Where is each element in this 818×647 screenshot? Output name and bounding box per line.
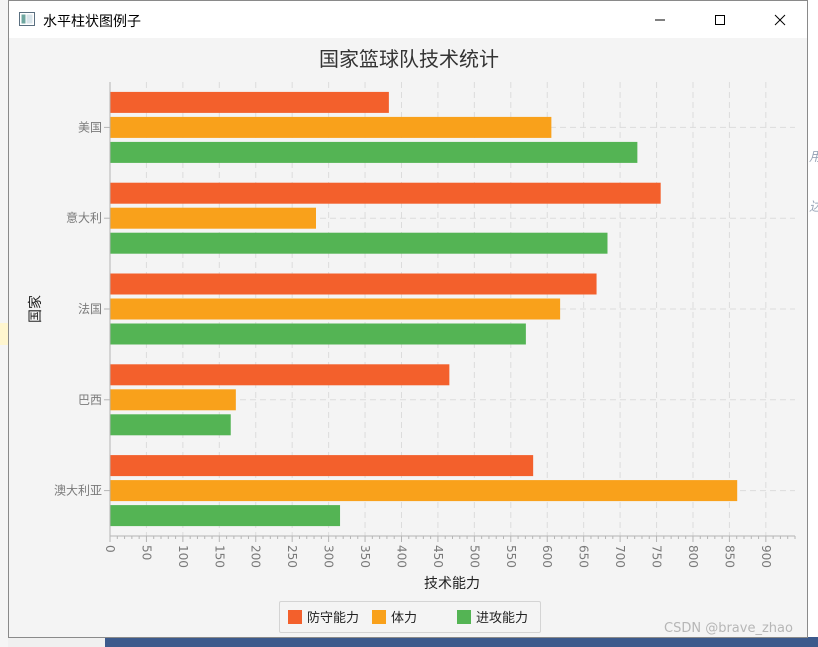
bars — [110, 91, 738, 527]
close-icon — [774, 14, 786, 25]
app-window-icon — [19, 12, 35, 26]
y-tick-label: 澳大利亚 — [54, 484, 102, 498]
legend-item: 防守能力 — [288, 607, 359, 626]
background-glyph: 用 — [809, 146, 818, 165]
background-highlight — [0, 323, 8, 345]
x-tick-label: 500 — [467, 545, 481, 568]
x-tick-label: 450 — [431, 545, 445, 568]
minimize-icon — [655, 19, 665, 20]
bar-体力 — [110, 480, 738, 502]
close-button[interactable] — [757, 1, 803, 38]
x-tick-label: 0 — [103, 545, 117, 553]
x-tick-label: 600 — [540, 545, 554, 568]
title-bar[interactable]: 水平柱状图例子 — [9, 1, 807, 38]
x-tick-label: 200 — [249, 545, 263, 568]
maximize-icon — [715, 14, 725, 25]
legend-item: 进攻能力 — [457, 607, 528, 626]
x-tick-label: 250 — [285, 545, 299, 568]
x-tick-label: 400 — [394, 545, 408, 568]
y-axis-label: 国家 — [27, 295, 44, 323]
window-title: 水平柱状图例子 — [43, 14, 141, 30]
bar-体力 — [110, 298, 561, 320]
legend-label: 进攻能力 — [476, 611, 529, 626]
bar-防守能力 — [110, 182, 661, 204]
background-taskbar-strip — [105, 637, 818, 647]
legend-swatch — [457, 609, 471, 624]
bar-进攻能力 — [110, 414, 231, 436]
legend-label: 防守能力 — [307, 611, 360, 626]
y-tick-label: 美国 — [78, 120, 102, 134]
x-axis-label: 技术能力 — [424, 576, 480, 592]
legend-swatch — [372, 609, 386, 624]
x-tick-label: 300 — [322, 545, 336, 568]
chart-legend: 防守能力 体力 进攻能力 — [279, 601, 541, 633]
x-tick-label: 650 — [577, 545, 591, 568]
bar-防守能力 — [110, 91, 389, 113]
x-tick-label: 150 — [212, 545, 226, 568]
y-tick-label: 法国 — [78, 302, 102, 316]
background-right-strip — [808, 0, 818, 647]
bar-进攻能力 — [110, 232, 608, 254]
x-tick-label: 550 — [504, 545, 518, 568]
y-tick-label: 巴西 — [78, 393, 102, 407]
bar-防守能力 — [110, 273, 597, 295]
bar-体力 — [110, 207, 316, 229]
y-tick-label: 意大利 — [66, 210, 102, 225]
x-tick-label: 900 — [759, 545, 773, 568]
x-tick-label: 100 — [176, 545, 190, 568]
axes: 澳大利亚 巴西 法国 意大利 美国 0 50 100 150 200 250 300 350 400 450… — [54, 82, 796, 568]
maximize-button[interactable] — [697, 1, 743, 38]
x-tick-label: 50 — [139, 545, 153, 560]
bar-进攻能力 — [110, 141, 638, 163]
legend-item: 体力 — [372, 607, 417, 626]
legend-label: 体力 — [391, 611, 418, 626]
x-tick-label: 850 — [722, 545, 736, 568]
x-tick-label: 800 — [686, 545, 700, 568]
background-glyph: 达 — [809, 196, 818, 215]
bar-体力 — [110, 116, 552, 138]
bar-chart: 国家篮球队技术统计 澳大利亚 巴西 法国 意大利 美国 0 50 100 150 200 250 30… — [27, 47, 796, 592]
x-tick-label: 700 — [613, 545, 627, 568]
legend-swatch — [288, 609, 302, 624]
watermark: CSDN @brave_zhao — [664, 621, 793, 636]
chart-window: 水平柱状图例子 国家篮球队技术统计 澳大利亚 巴西 法国 意大利 美国 0 50 100 150… — [8, 0, 808, 638]
bar-进攻能力 — [110, 505, 341, 527]
bar-体力 — [110, 389, 236, 411]
bar-进攻能力 — [110, 323, 526, 345]
x-tick-label: 350 — [358, 545, 372, 568]
chart-title: 国家篮球队技术统计 — [319, 47, 499, 71]
bar-防守能力 — [110, 455, 534, 477]
bar-防守能力 — [110, 364, 450, 386]
x-tick-label: 750 — [650, 545, 664, 568]
minimize-button[interactable] — [637, 1, 683, 38]
